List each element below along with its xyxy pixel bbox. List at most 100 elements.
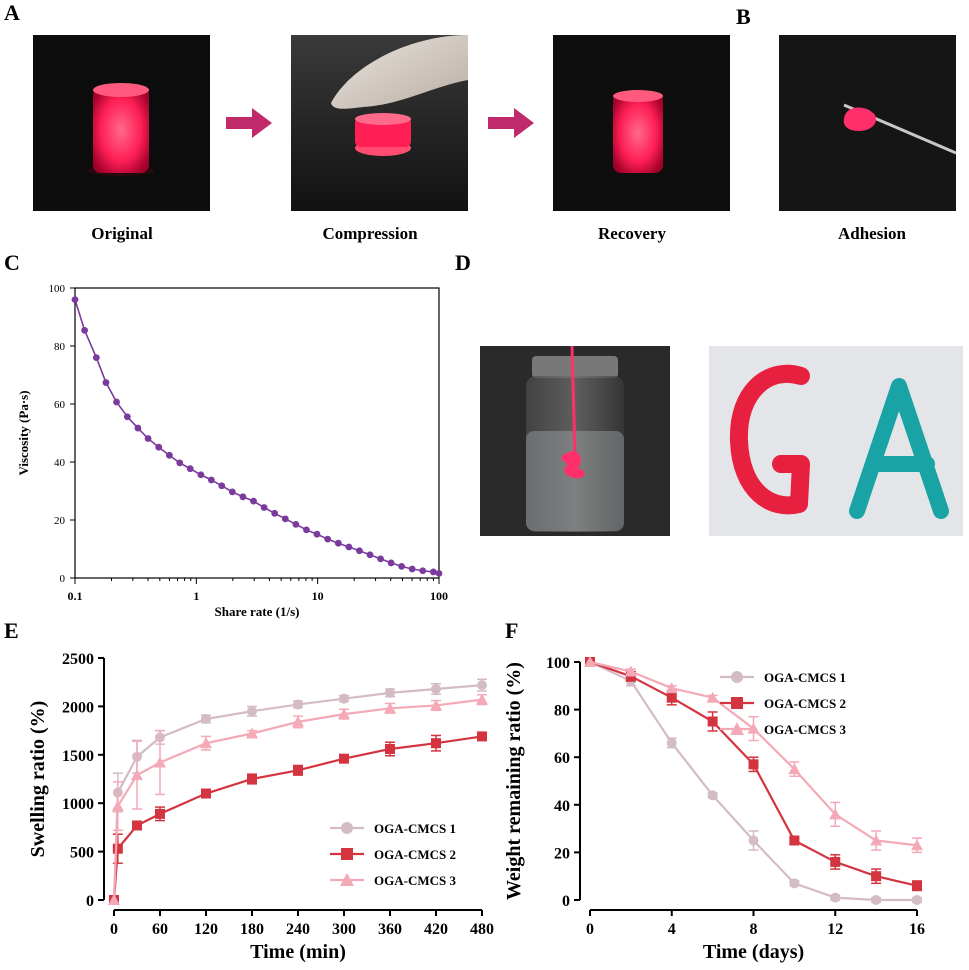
square-marker bbox=[912, 880, 922, 891]
data-point bbox=[239, 493, 247, 501]
photo-injection-vial bbox=[480, 346, 670, 536]
square-marker bbox=[707, 716, 718, 727]
circle-marker bbox=[247, 706, 257, 717]
triangle-marker bbox=[624, 665, 637, 677]
data-point bbox=[71, 296, 79, 303]
data-point bbox=[271, 509, 279, 517]
data-point bbox=[166, 451, 173, 459]
y-tick-label: 0 bbox=[562, 893, 570, 910]
chart-viscosity: 0 20 40 60 80 100 0.1 1 10 100 Share rate (1/s) Vis… bbox=[16, 283, 448, 619]
y-tick-label: 80 bbox=[54, 341, 66, 353]
data-point bbox=[387, 559, 395, 567]
square-marker bbox=[293, 765, 303, 776]
data-point bbox=[218, 482, 226, 490]
legend: OGA-CMCS 1 OGA-CMCS 2 OGA-CMCS 3 bbox=[330, 821, 456, 888]
square-marker bbox=[341, 848, 353, 860]
square-marker bbox=[731, 697, 743, 709]
square-marker bbox=[871, 871, 882, 882]
y-tick-label: 1500 bbox=[62, 748, 94, 765]
panel-label-d: D bbox=[455, 250, 471, 275]
triangle-marker bbox=[430, 699, 442, 711]
y-tick-label: 2000 bbox=[62, 699, 94, 716]
arrow-right-icon bbox=[226, 108, 272, 138]
y-axis-label: Swelling ratio (%) bbox=[27, 701, 49, 858]
triangle-marker bbox=[111, 800, 124, 812]
data-point bbox=[292, 520, 300, 528]
legend-label: OGA-CMCS 2 bbox=[374, 847, 456, 862]
data-point bbox=[435, 569, 443, 577]
y-tick-label: 1000 bbox=[62, 796, 94, 813]
y-tick-label: 0 bbox=[86, 893, 94, 910]
triangle-marker bbox=[338, 708, 350, 720]
circle-marker bbox=[341, 822, 353, 834]
letter-g-shape bbox=[729, 364, 810, 515]
photo-adhesion bbox=[779, 35, 956, 211]
circle-marker bbox=[339, 693, 349, 704]
triangle-marker bbox=[108, 894, 120, 905]
circle-marker bbox=[871, 895, 882, 905]
x-tick-label: 1 bbox=[193, 589, 199, 603]
triangle-marker bbox=[131, 769, 143, 781]
series-line bbox=[112, 698, 483, 901]
legend-label: OGA-CMCS 1 bbox=[374, 821, 456, 836]
circle-marker bbox=[293, 699, 303, 710]
photo-recovery bbox=[553, 35, 730, 211]
y-tick-label: 20 bbox=[554, 845, 570, 862]
series-line bbox=[589, 661, 917, 902]
circle-marker bbox=[731, 671, 743, 683]
data-point bbox=[419, 567, 427, 575]
square-marker bbox=[339, 753, 349, 764]
y-tick-label: 500 bbox=[70, 845, 94, 862]
panel-label-e: E bbox=[4, 618, 19, 643]
x-axis-label: Time (min) bbox=[250, 941, 346, 963]
x-tick-label: 180 bbox=[240, 921, 264, 938]
x-axis-label: Time (days) bbox=[703, 941, 804, 963]
x-tick-label: 240 bbox=[286, 921, 310, 938]
series-line bbox=[589, 660, 918, 887]
circle-marker bbox=[789, 878, 800, 889]
triangle-marker bbox=[384, 702, 396, 714]
arrow-right-icon bbox=[488, 108, 534, 138]
data-point bbox=[377, 555, 384, 563]
x-tick-label: 60 bbox=[152, 921, 168, 938]
triangle-marker bbox=[292, 715, 304, 727]
triangle-marker bbox=[584, 656, 596, 667]
caption-original: Original bbox=[91, 224, 153, 243]
x-tick-label: 10 bbox=[312, 589, 324, 603]
square-marker bbox=[385, 743, 395, 754]
y-tick-label: 60 bbox=[54, 399, 66, 411]
data-point bbox=[81, 326, 89, 334]
data-point bbox=[429, 568, 437, 576]
series-line bbox=[589, 660, 918, 847]
data-point bbox=[366, 551, 374, 559]
vial-with-injected-gel bbox=[480, 346, 670, 536]
data-point bbox=[345, 543, 353, 551]
panel-label-b: B bbox=[736, 4, 751, 29]
triangle-marker bbox=[829, 808, 842, 820]
series-1 bbox=[109, 678, 487, 905]
panel-label-a: A bbox=[4, 0, 20, 25]
caption-compression: Compression bbox=[322, 224, 418, 243]
triangle-marker bbox=[788, 763, 801, 775]
circle-marker bbox=[707, 790, 718, 801]
square-marker bbox=[666, 692, 677, 703]
y-tick-label: 40 bbox=[54, 457, 66, 469]
data-point bbox=[356, 547, 363, 555]
caption-adhesion: Adhesion bbox=[837, 224, 907, 243]
viscosity-line bbox=[74, 299, 440, 575]
panel-label-c: C bbox=[4, 250, 20, 275]
x-tick-label: 300 bbox=[332, 921, 356, 938]
series-2 bbox=[585, 657, 922, 892]
photo-original bbox=[33, 35, 210, 211]
circle-marker bbox=[748, 835, 759, 846]
y-axis-label: Weight remaining ratio (%) bbox=[503, 662, 525, 900]
y-tick-label: 80 bbox=[554, 703, 570, 720]
circle-marker bbox=[431, 683, 441, 694]
data-point bbox=[398, 563, 406, 570]
data-point bbox=[92, 354, 100, 361]
y-tick-label: 100 bbox=[546, 655, 570, 672]
series-1 bbox=[585, 657, 922, 905]
square-marker bbox=[789, 835, 800, 846]
legend-label: OGA-CMCS 3 bbox=[764, 722, 846, 737]
square-marker bbox=[112, 843, 123, 854]
